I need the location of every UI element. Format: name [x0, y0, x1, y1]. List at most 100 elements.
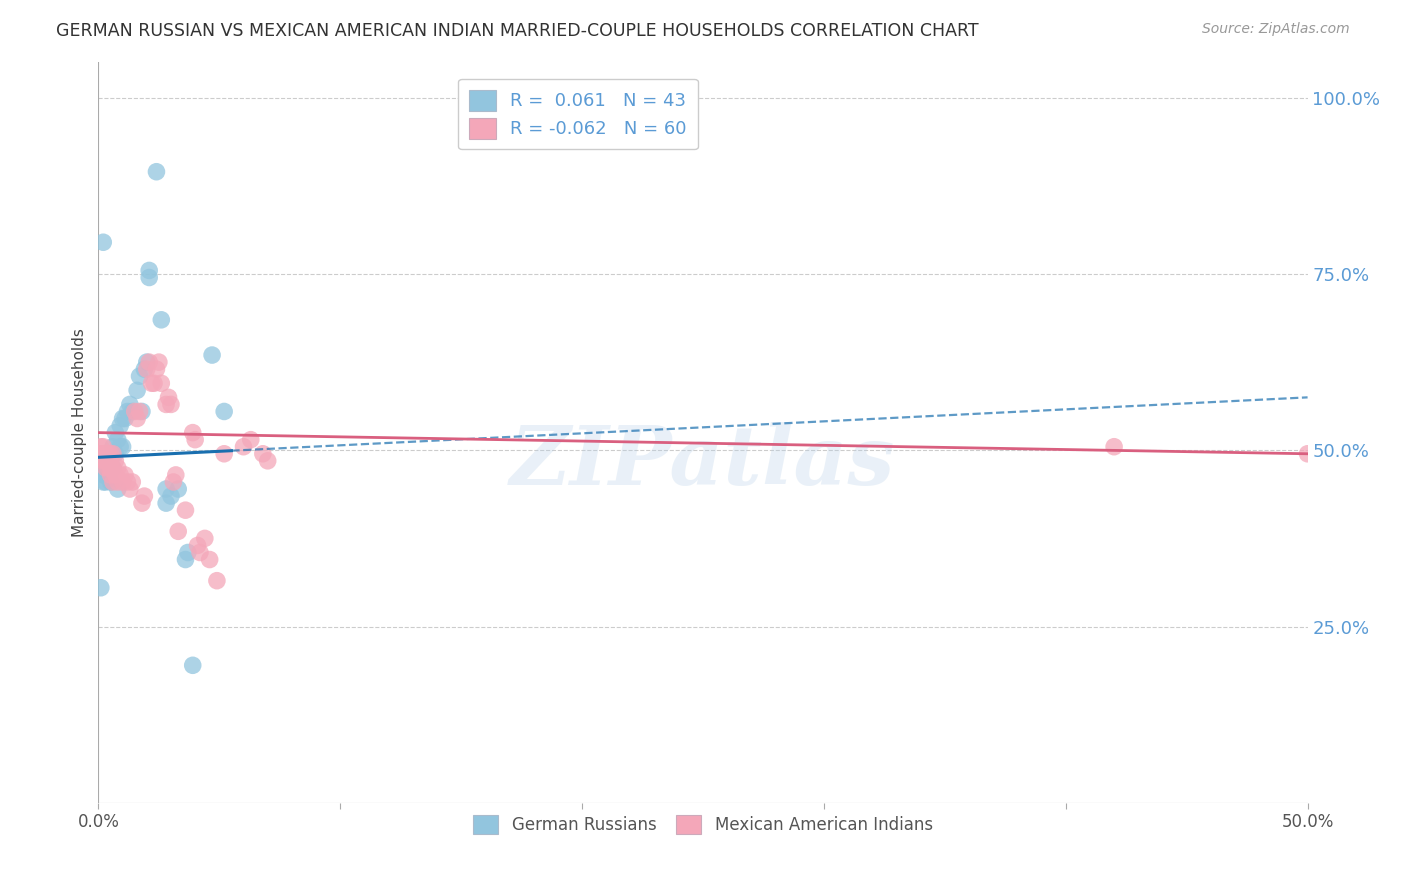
Point — [111, 440, 134, 454]
Point — [212, 447, 235, 461]
Point — [177, 545, 200, 559]
Point — [150, 376, 173, 391]
Point — [128, 369, 150, 384]
Point — [127, 384, 149, 398]
Point — [94, 454, 117, 468]
Point — [160, 489, 183, 503]
Point — [118, 397, 141, 411]
Point — [91, 447, 114, 461]
Point — [138, 355, 160, 369]
Point — [252, 447, 274, 461]
Point — [198, 552, 221, 566]
Point — [94, 447, 117, 461]
Point — [108, 440, 131, 454]
Point — [212, 404, 235, 418]
Point — [143, 376, 166, 391]
Point — [108, 467, 131, 482]
Point — [155, 482, 177, 496]
Point — [138, 270, 160, 285]
Point — [181, 658, 204, 673]
Point — [117, 404, 139, 418]
Point — [256, 454, 278, 468]
Point — [239, 433, 262, 447]
Point — [100, 461, 122, 475]
Point — [135, 362, 157, 376]
Point — [131, 404, 153, 418]
Point — [187, 538, 209, 552]
Point — [100, 454, 122, 468]
Point — [101, 447, 124, 461]
Point — [97, 467, 120, 482]
Point — [124, 404, 146, 418]
Point — [232, 440, 254, 454]
Point — [91, 235, 114, 250]
Point — [184, 433, 207, 447]
Point — [107, 482, 129, 496]
Point — [104, 467, 127, 482]
Point — [94, 461, 117, 475]
Point — [90, 581, 112, 595]
Point — [100, 467, 122, 482]
Point — [141, 376, 163, 391]
Point — [90, 440, 112, 454]
Point — [101, 461, 124, 475]
Point — [167, 524, 190, 539]
Point — [145, 165, 167, 179]
Point — [101, 475, 124, 489]
Point — [128, 404, 150, 418]
Point — [121, 475, 143, 489]
Point — [145, 362, 167, 376]
Point — [121, 404, 143, 418]
Point — [127, 411, 149, 425]
Point — [174, 552, 197, 566]
Point — [114, 411, 136, 425]
Point — [181, 425, 204, 440]
Point — [205, 574, 228, 588]
Y-axis label: Married-couple Households: Married-couple Households — [72, 328, 87, 537]
Point — [97, 461, 120, 475]
Point — [118, 482, 141, 496]
Point — [150, 313, 173, 327]
Point — [201, 348, 224, 362]
Point — [160, 397, 183, 411]
Text: GERMAN RUSSIAN VS MEXICAN AMERICAN INDIAN MARRIED-COUPLE HOUSEHOLDS CORRELATION : GERMAN RUSSIAN VS MEXICAN AMERICAN INDIA… — [56, 22, 979, 40]
Point — [94, 475, 117, 489]
Point — [194, 532, 217, 546]
Point — [90, 447, 112, 461]
Point — [107, 461, 129, 475]
Point — [91, 440, 114, 454]
Point — [148, 355, 170, 369]
Point — [111, 411, 134, 425]
Point — [104, 425, 127, 440]
Point — [157, 390, 180, 404]
Point — [135, 355, 157, 369]
Point — [91, 454, 114, 468]
Point — [107, 433, 129, 447]
Point — [134, 362, 156, 376]
Text: Source: ZipAtlas.com: Source: ZipAtlas.com — [1202, 22, 1350, 37]
Point — [188, 545, 211, 559]
Point — [100, 447, 122, 461]
Point — [104, 454, 127, 468]
Point — [167, 482, 190, 496]
Point — [165, 467, 187, 482]
Point — [138, 263, 160, 277]
Point — [94, 467, 117, 482]
Point — [111, 475, 134, 489]
Point — [91, 467, 114, 482]
Point — [100, 475, 122, 489]
Point — [114, 467, 136, 482]
Point — [1102, 440, 1125, 454]
Point — [97, 454, 120, 468]
Text: ZIPatlas: ZIPatlas — [510, 422, 896, 502]
Point — [134, 489, 156, 503]
Point — [108, 418, 131, 433]
Point — [101, 440, 124, 454]
Point — [104, 447, 127, 461]
Point — [155, 397, 177, 411]
Point — [174, 503, 197, 517]
Point — [117, 475, 139, 489]
Point — [97, 447, 120, 461]
Point — [107, 475, 129, 489]
Legend: German Russians, Mexican American Indians: German Russians, Mexican American Indian… — [465, 806, 941, 843]
